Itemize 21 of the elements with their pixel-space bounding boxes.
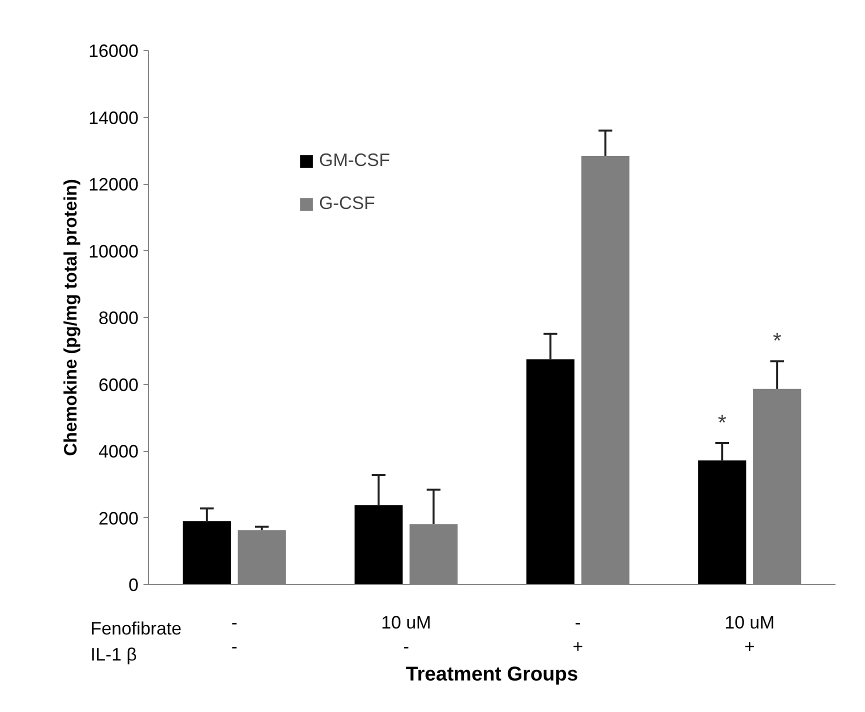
y-tick-label: 4000 bbox=[98, 442, 139, 462]
y-tick-label: 12000 bbox=[88, 174, 139, 194]
x-tick-label: - - bbox=[231, 612, 238, 656]
y-tick-label: 0 bbox=[128, 575, 139, 595]
y-tick-label: 14000 bbox=[88, 108, 139, 128]
y-tick-label: 16000 bbox=[88, 41, 139, 61]
text: IL-1 β bbox=[90, 644, 137, 664]
annotation: * bbox=[718, 410, 727, 435]
annotation: * bbox=[772, 328, 782, 354]
x-tick-label: - + bbox=[572, 612, 584, 656]
x-tick-label: 10 uM + bbox=[724, 612, 775, 656]
y-tick-label: 6000 bbox=[98, 374, 139, 395]
y-tick-label: 10000 bbox=[88, 241, 139, 262]
legend-label: GM-CSF bbox=[319, 150, 390, 171]
x-axis-title: Treatment Groups bbox=[406, 664, 578, 686]
x-tick-label: 10 uM - bbox=[381, 612, 432, 656]
y-axis-title: Chemokine (pg/mg total protein) bbox=[60, 178, 80, 456]
legend-label: G-CSF bbox=[319, 193, 375, 214]
text: Fenofibrate bbox=[90, 618, 182, 638]
y-tick-label: 8000 bbox=[98, 308, 139, 328]
y-tick-label: 2000 bbox=[98, 508, 139, 528]
